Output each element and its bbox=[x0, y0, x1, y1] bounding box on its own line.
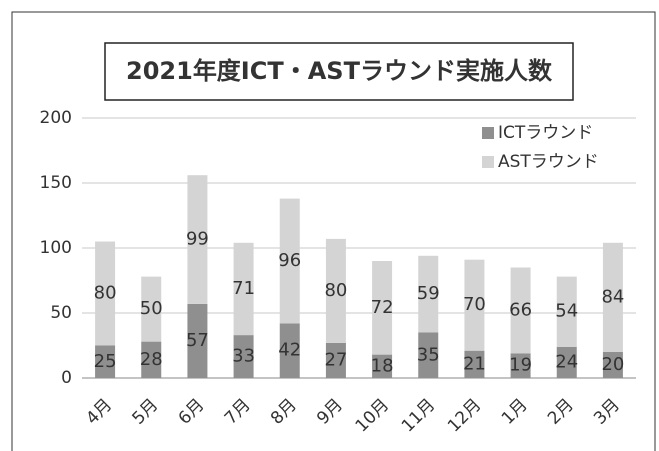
bar-segment bbox=[464, 259, 485, 351]
bar-segment bbox=[95, 345, 116, 378]
x-tick-label: 7月 bbox=[221, 395, 255, 429]
bar-segment bbox=[556, 346, 577, 378]
bar-segment bbox=[602, 352, 623, 378]
data-label: 35 bbox=[417, 344, 440, 365]
x-tick-label: 4月 bbox=[82, 395, 116, 429]
legend-swatch bbox=[482, 127, 494, 139]
legend-label: ASTラウンド bbox=[498, 152, 599, 172]
y-tick-label: 50 bbox=[50, 303, 72, 323]
title-box bbox=[104, 42, 574, 101]
data-label: 27 bbox=[324, 349, 347, 370]
bar-segment bbox=[510, 353, 531, 378]
x-tick-label: 12月 bbox=[444, 395, 485, 436]
bar-segment bbox=[418, 332, 439, 378]
data-label: 71 bbox=[232, 278, 255, 299]
legend-label: ICTラウンド bbox=[498, 123, 593, 143]
legend-swatch bbox=[482, 156, 494, 168]
y-tick-label: 100 bbox=[40, 238, 72, 258]
bar-segment bbox=[141, 341, 162, 378]
frame bbox=[11, 11, 656, 451]
data-label: 19 bbox=[509, 355, 532, 376]
data-label: 33 bbox=[232, 346, 255, 367]
bar-segment bbox=[233, 242, 254, 336]
y-tick-label: 200 bbox=[40, 108, 72, 128]
bar-segment bbox=[418, 255, 439, 333]
bar-segment bbox=[372, 261, 393, 355]
data-label: 72 bbox=[371, 297, 394, 318]
y-tick-label: 150 bbox=[40, 173, 72, 193]
data-label: 80 bbox=[324, 280, 347, 301]
data-label: 84 bbox=[601, 286, 624, 307]
bar-segment bbox=[187, 175, 208, 304]
bar-segment bbox=[602, 242, 623, 352]
chart-title: 2021年度ICT・ASTラウンド実施人数 bbox=[126, 57, 553, 85]
bar-segment bbox=[279, 323, 300, 378]
data-label: 18 bbox=[371, 355, 394, 376]
x-tick-label: 9月 bbox=[313, 395, 347, 429]
x-tick-label: 10月 bbox=[352, 395, 393, 436]
y-tick-label: 0 bbox=[61, 368, 72, 388]
data-label: 25 bbox=[94, 351, 117, 372]
data-label: 54 bbox=[555, 301, 578, 322]
data-label: 59 bbox=[417, 283, 440, 304]
data-label: 70 bbox=[463, 294, 486, 315]
bar-segment bbox=[233, 335, 254, 378]
x-tick-label: 11月 bbox=[398, 395, 439, 436]
data-label: 96 bbox=[278, 250, 301, 271]
x-tick-label: 6月 bbox=[175, 395, 209, 429]
bar-segment bbox=[325, 238, 346, 343]
x-tick-label: 1月 bbox=[498, 395, 532, 429]
bar-segment bbox=[95, 241, 116, 346]
bar-segment bbox=[141, 276, 162, 342]
bar-segment bbox=[187, 303, 208, 378]
x-tick-label: 3月 bbox=[590, 395, 624, 429]
bar-segment bbox=[556, 276, 577, 347]
bar-segment bbox=[279, 198, 300, 324]
bar-segment bbox=[372, 354, 393, 378]
x-tick-label: 5月 bbox=[129, 395, 163, 429]
data-label: 66 bbox=[509, 299, 532, 320]
data-label: 20 bbox=[601, 354, 624, 375]
data-label: 50 bbox=[140, 298, 163, 319]
data-label: 42 bbox=[278, 340, 301, 361]
data-label: 80 bbox=[94, 283, 117, 304]
data-label: 24 bbox=[555, 351, 578, 372]
data-label: 57 bbox=[186, 330, 209, 351]
bar-segment bbox=[464, 350, 485, 378]
data-label: 21 bbox=[463, 353, 486, 374]
x-tick-label: 8月 bbox=[267, 395, 301, 429]
bar-segment bbox=[510, 267, 531, 354]
data-label: 28 bbox=[140, 349, 163, 370]
x-tick-label: 2月 bbox=[544, 395, 578, 429]
bar-segment bbox=[325, 342, 346, 378]
data-label: 99 bbox=[186, 229, 209, 250]
